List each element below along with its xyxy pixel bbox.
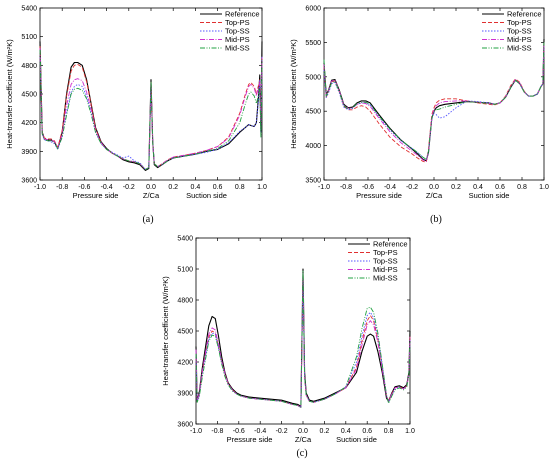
y-tick-label: 3600 [21,178,37,185]
x-tick-label: 0.0 [429,184,439,191]
x-tick-label: -0.6 [78,184,90,191]
x-tick-label: -0.2 [406,184,418,191]
x-tick-label: -0.4 [384,184,396,191]
x-tick-label: 0.6 [213,184,223,191]
legend-entry: Mid-SS [225,44,250,53]
x-tick-label: -0.2 [276,428,288,435]
x-tick-label: 0.6 [362,428,372,435]
y-tick-label: 5000 [305,74,321,81]
legend-entry: Mid-PS [507,35,532,44]
x-tick-label: -1.0 [190,428,202,435]
legend-entry: Mid-SS [373,274,398,283]
y-axis-label: Heat-transfer coefficient (W/m²K) [289,39,298,149]
y-tick-label: 5100 [177,267,193,274]
panel-caption: (c) [296,448,307,459]
y-tick-label: 4500 [177,329,193,336]
pressure-side-label: Pressure side [73,191,119,200]
x-tick-label: -0.4 [101,184,113,191]
y-tick-label: 4800 [177,298,193,305]
y-tick-label: 5400 [177,236,193,243]
series-line-mid-ss [39,49,263,170]
suction-side-label: Suction side [469,191,510,200]
chart-panel-c: 3600 3900 4200 4500 4800 5100 5400 -1.0 -0.8 -0.6… [161,236,415,445]
chart-panel-b: 3500 4000 4500 5000 5500 6000 -1.0 -0.8 -0.6 -0.4… [289,6,549,201]
series-line-top-ss [39,50,263,170]
x-axis-label: Z/Ca [143,191,160,200]
x-tick-label: -0.6 [362,184,374,191]
series-line-top-ps [323,42,545,163]
pressure-side-label: Pressure side [227,435,273,444]
panel-caption: (b) [430,214,442,225]
y-tick-label: 3900 [177,391,193,398]
x-tick-label: 1.0 [539,184,549,191]
x-tick-label: -1.0 [318,184,330,191]
x-tick-label: 1.0 [257,184,267,191]
x-tick-label: 0.0 [298,428,308,435]
y-tick-label: 4200 [21,120,37,127]
x-tick-label: 0.4 [191,184,201,191]
x-tick-label: -0.8 [56,184,68,191]
legend-entry: Reference [373,240,408,249]
y-tick-label: 5400 [21,6,37,13]
y-tick-label: 5100 [21,34,37,41]
series-line-mid-ss [323,42,545,160]
legend-entry: Mid-PS [225,35,250,44]
x-tick-label: 0.4 [341,428,351,435]
y-tick-label: 3900 [21,149,37,156]
panel-caption: (a) [142,214,153,225]
y-tick-label: 4800 [21,63,37,70]
series-line-mid-ss [195,270,411,408]
y-tick-label: 4000 [305,143,321,150]
x-tick-label: -0.8 [340,184,352,191]
y-tick-label: 6000 [305,6,321,13]
x-axis-label: Z/Ca [295,435,312,444]
x-tick-label: 0.4 [473,184,483,191]
x-tick-label: -1.0 [34,184,46,191]
x-tick-label: -0.8 [211,428,223,435]
legend-entry: Top-SS [225,27,250,36]
x-tick-label: 0.8 [235,184,245,191]
pressure-side-label: Pressure side [356,191,402,200]
x-tick-label: 0.0 [146,184,156,191]
y-tick-label: 4500 [305,109,321,116]
series-line-reference [323,38,545,162]
legend-entry: Mid-SS [507,44,532,53]
legend-entry: Mid-PS [373,265,398,274]
legend-entry: Top-SS [507,27,532,36]
x-tick-label: 0.2 [320,428,330,435]
suction-side-label: Suction side [336,435,377,444]
y-tick-label: 4500 [21,92,37,99]
x-tick-label: -0.6 [233,428,245,435]
y-tick-label: 3500 [305,178,321,185]
suction-side-label: Suction side [186,191,227,200]
y-tick-label: 4200 [177,360,193,367]
legend-entry: Top-PS [373,248,398,257]
x-tick-label: 0.6 [495,184,505,191]
series-line-mid-ps [39,48,263,170]
x-tick-label: -0.2 [123,184,135,191]
x-tick-label: 1.0 [405,428,415,435]
x-tick-label: 0.8 [517,184,527,191]
y-tick-label: 5500 [305,40,321,47]
legend-entry: Top-SS [373,257,398,266]
y-axis-label: Heat-transfer coefficient (W/m²K) [161,276,170,386]
x-axis-label: Z/Ca [426,191,443,200]
x-tick-label: 0.8 [384,428,394,435]
legend-entry: Top-PS [507,18,532,27]
legend-entry: Top-PS [225,18,250,27]
x-tick-label: 0.2 [168,184,178,191]
chart-panel-a: 3600 3900 4200 4500 4800 5100 5400 -1.0 -0.8 -0.6… [5,6,267,201]
x-tick-label: 0.2 [451,184,461,191]
legend-entry: Reference [225,10,260,19]
legend-entry: Reference [507,10,542,19]
series-line-reference [39,41,263,171]
x-tick-label: -0.4 [254,428,266,435]
y-tick-label: 3600 [177,422,193,429]
series-line-mid-ps [323,42,545,162]
y-axis-label: Heat-transfer coefficient (W/m²K) [5,39,14,149]
